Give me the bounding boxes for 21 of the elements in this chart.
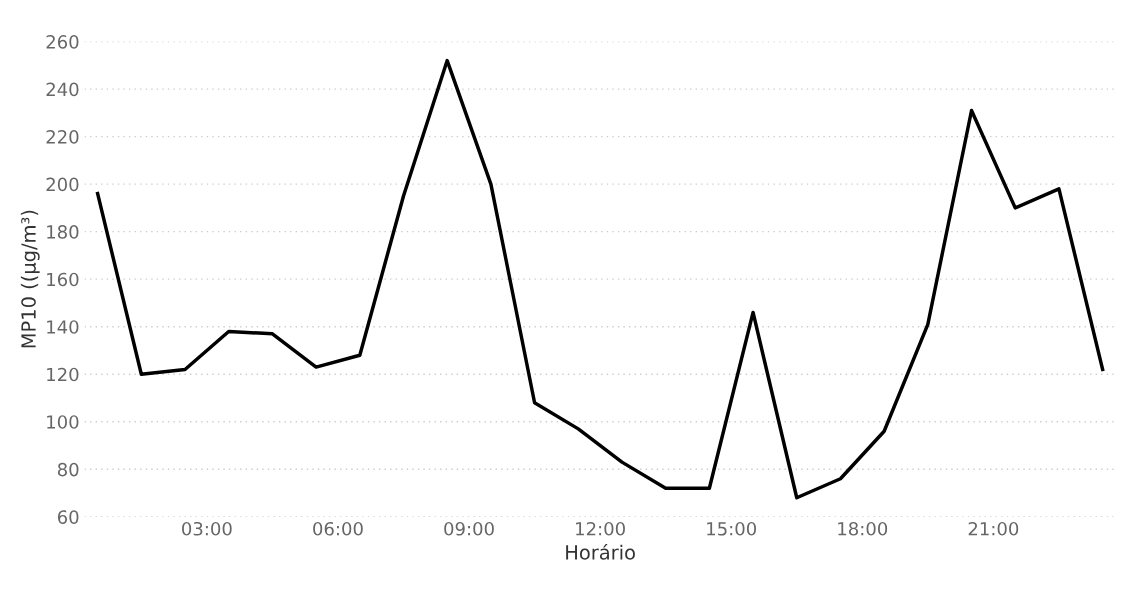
x-tick-label: 03:00	[182, 521, 232, 536]
y-tick-label: 180	[47, 225, 79, 239]
x-tick-label: 21:00	[968, 521, 1019, 536]
y-tick-label: 60	[57, 510, 79, 524]
y-tick-label: 160	[47, 272, 79, 287]
x-axis-title: Horário	[566, 543, 635, 560]
y-tick-label: 260	[46, 35, 79, 49]
line-series	[95, 58, 1105, 500]
x-tick-label: 15:00	[707, 521, 757, 536]
x-tick-label: 09:00	[444, 521, 494, 536]
y-axis-title: MP10 ((µg/m³)	[20, 210, 40, 348]
y-tick-label: 100	[47, 415, 79, 429]
x-tick-label: 18:00	[838, 521, 888, 536]
x-tick-label: 06:00	[313, 521, 363, 536]
y-tick-label: 80	[57, 462, 79, 477]
x-tick-label: 12:00	[576, 521, 625, 536]
y-tick-label: 240	[46, 82, 79, 97]
y-tick-label: 200	[46, 177, 79, 192]
y-tick-label: 220	[46, 130, 79, 144]
y-tick-label: 120	[47, 367, 79, 382]
y-tick-label: 140	[47, 320, 79, 334]
